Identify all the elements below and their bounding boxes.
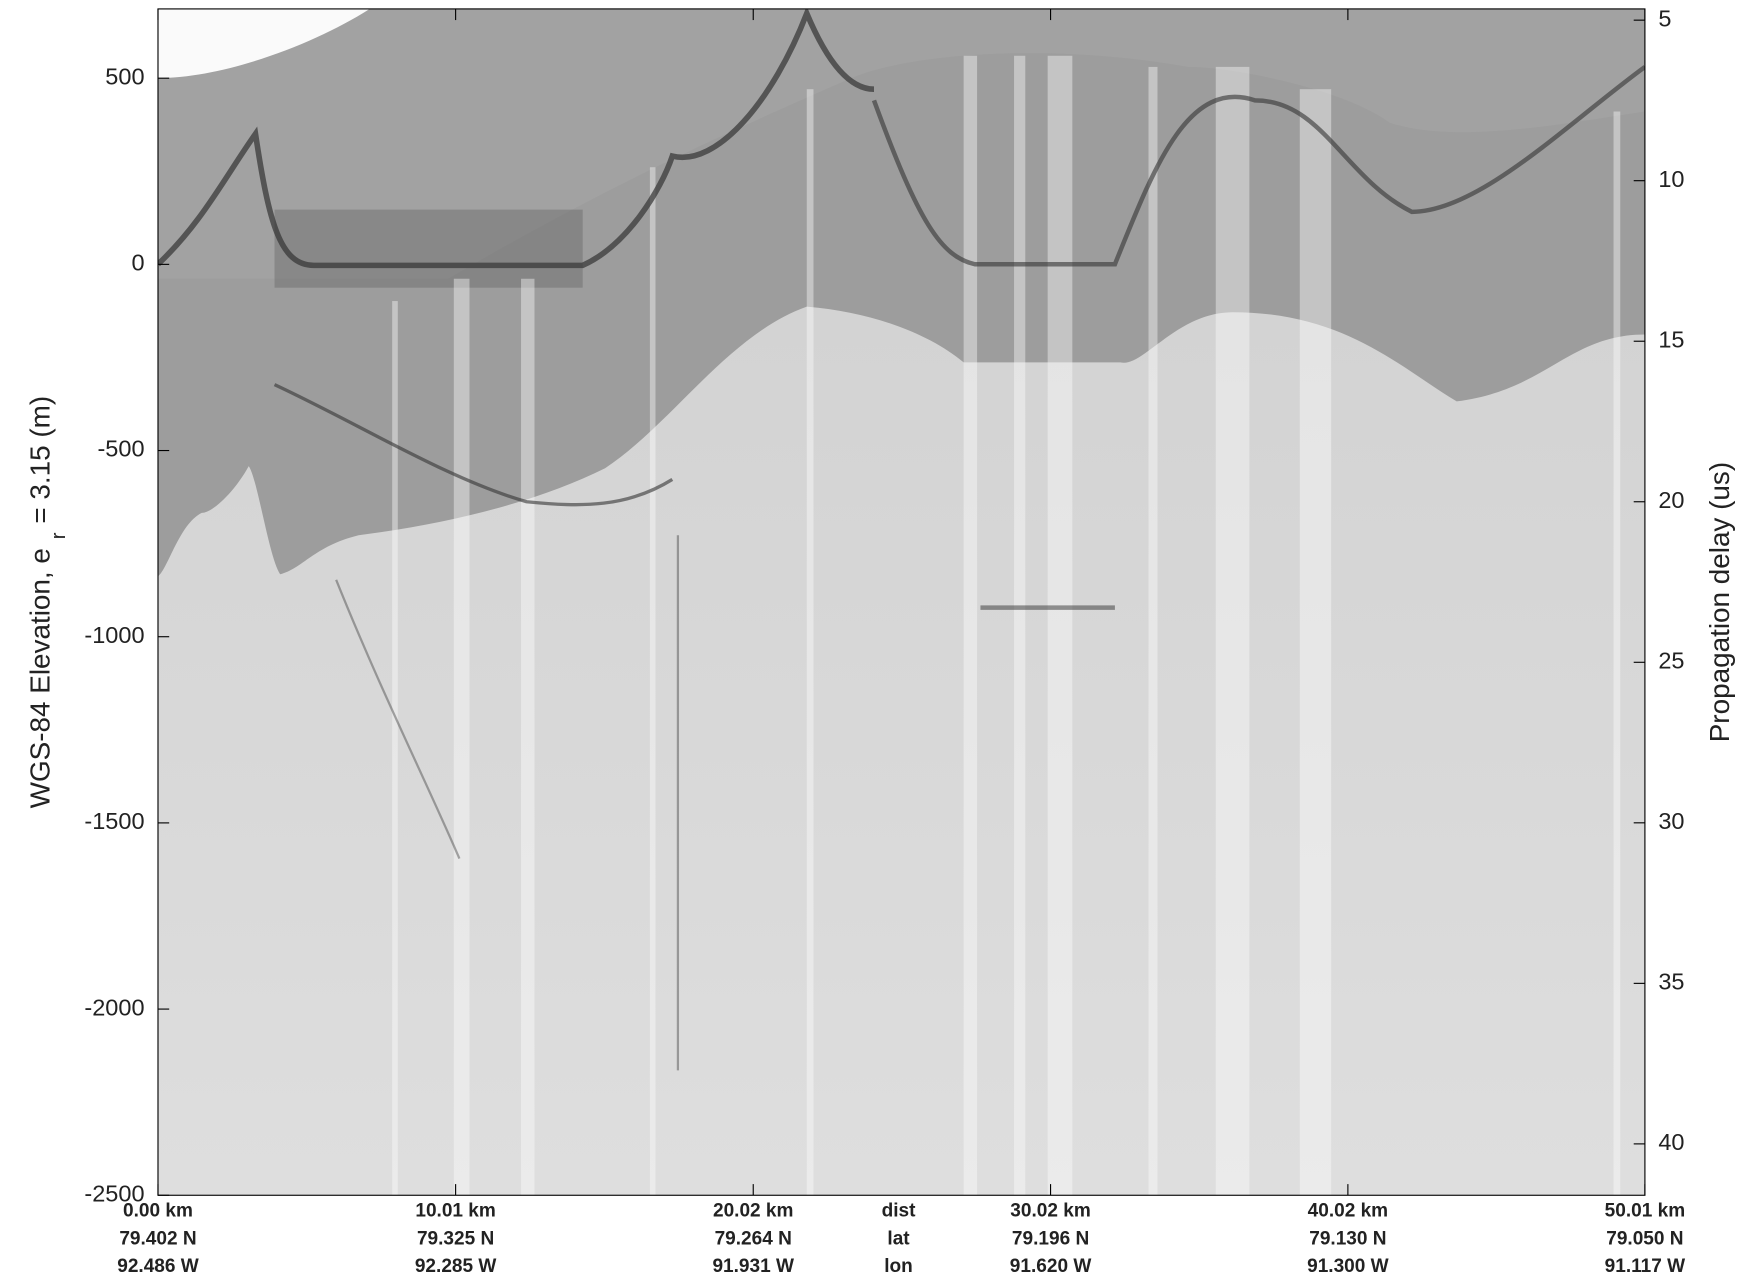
y2-tick-label: 5 — [1658, 5, 1671, 31]
flat-band — [274, 209, 583, 288]
y2-tick-label: 35 — [1658, 969, 1684, 995]
lon-label: 91.620 W — [1010, 1256, 1092, 1277]
lon-label: 91.300 W — [1307, 1256, 1389, 1277]
y-tick-label: 500 — [105, 63, 144, 89]
y2-axis-label: Propagation delay (us) — [1704, 462, 1735, 742]
void — [157, 8, 370, 79]
plot-frame — [157, 8, 1646, 1196]
y2-tick-label: 30 — [1658, 808, 1684, 834]
y-axis-label-main: WGS-84 Elevation, e — [24, 548, 55, 808]
reflectors — [157, 8, 1645, 1071]
y-tick-label: 0 — [131, 250, 144, 276]
y-tick-label: -1000 — [84, 622, 144, 648]
lat-label: 79.130 N — [1309, 1228, 1386, 1249]
row-title: dist — [882, 1200, 917, 1221]
row-title: lat — [887, 1228, 910, 1249]
y2-tick-label: 20 — [1658, 487, 1684, 513]
lon-label: 91.931 W — [712, 1256, 794, 1277]
x-tick-label: 0.00 km — [123, 1200, 193, 1221]
y2-tick-label: 10 — [1658, 166, 1684, 192]
row-title: lon — [884, 1256, 913, 1277]
lon-label: 91.117 W — [1605, 1256, 1686, 1277]
lat-label: 79.325 N — [417, 1228, 494, 1249]
x-tick-label: 20.02 km — [713, 1200, 793, 1221]
y2-tick-label: 40 — [1658, 1129, 1684, 1155]
lat-label: 79.264 N — [715, 1228, 792, 1249]
stripes — [392, 55, 1621, 1196]
lon-label: 92.285 W — [415, 1256, 497, 1277]
x-tick-label: 50.01 km — [1605, 1200, 1685, 1221]
radargram-image — [157, 8, 1645, 1196]
lat-label: 79.050 N — [1606, 1228, 1683, 1249]
x-tick-label: 40.02 km — [1308, 1200, 1388, 1221]
x-tick-label: 30.02 km — [1010, 1200, 1090, 1221]
y-tick-label: -2500 — [84, 1181, 144, 1207]
y2-tick-label: 25 — [1658, 648, 1684, 674]
y-axis-label-rest: = 3.15 (m) — [24, 396, 55, 524]
y-tick-label: -2000 — [84, 994, 144, 1020]
x-tick-label: 10.01 km — [415, 1200, 495, 1221]
y-axis-label: WGS-84 Elevation, e r = 3.15 (m) — [24, 396, 70, 809]
lon-label: 92.486 W — [117, 1256, 199, 1277]
y-tick-label: -500 — [97, 436, 144, 462]
lat-label: 79.402 N — [119, 1228, 196, 1249]
y-axis-label-sub: r — [48, 532, 70, 539]
lat-label: 79.196 N — [1012, 1228, 1089, 1249]
y2-tick-label: 15 — [1658, 326, 1684, 352]
y-tick-label: -1500 — [84, 808, 144, 834]
